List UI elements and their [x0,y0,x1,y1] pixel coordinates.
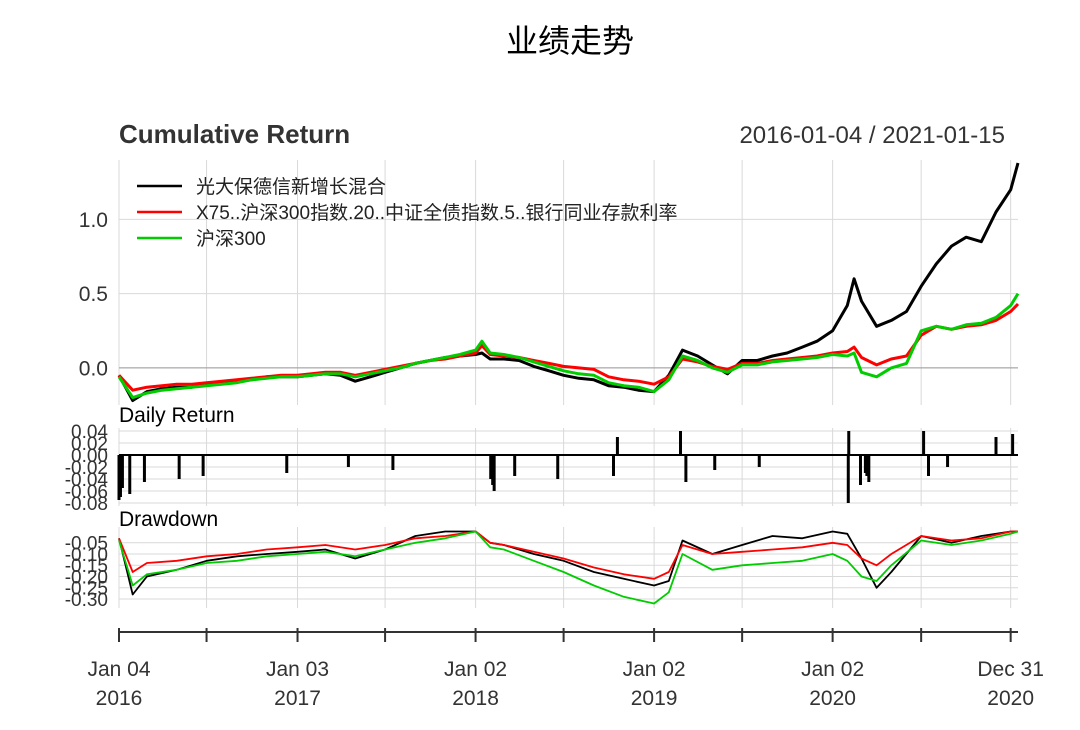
daily-ytick-label: 0.04 [71,422,108,443]
drawdown-ytick-label: -0.15 [65,556,108,577]
legend-label-csi300: 沪深300 [196,228,266,250]
cumret-ytick-label: 0.5 [79,283,108,306]
cumulative-return-lines [117,162,1020,402]
drawdown-ytick-label: -0.20 [65,567,108,588]
x-tick-label-date: Jan 03 [266,658,329,681]
drawdown-ytick-label: -0.25 [65,579,108,600]
x-tick-label-year: 2018 [452,687,499,710]
drawdown-ytick-label: -0.10 [65,545,108,566]
cumret-line-0 [117,162,1020,402]
cumulative-return-y-axis: 0.0 0.5 1.0 [79,209,108,380]
x-tick-label-date: Jan 02 [801,658,864,681]
daily-ytick-label: -0.06 [65,482,108,503]
x-tick-label-year: 2020 [809,687,856,710]
x-tick-label-date: Dec 31 [977,658,1044,681]
x-tick-label-date: Jan 02 [444,658,507,681]
cumret-line-2 [117,292,1020,400]
daily-ytick-label: -0.04 [65,470,109,491]
drawdown-grid [118,527,1018,608]
drawdown-line-1 [118,530,1018,580]
daily-return-bars [117,431,1018,503]
x-tick-label-year: 2020 [987,687,1034,710]
legend-label-benchmark: X75..沪深300指数.20..中证全债指数.5..银行同业存款利率 [196,202,677,224]
x-tick-label-date: Jan 04 [87,658,150,681]
x-tick-label-year: 2017 [274,687,321,710]
x-axis: Jan 04 2016 Jan 03 2017 Jan 02 2018 Jan 02 2019… [87,628,1044,710]
daily-ytick-label: 0.00 [71,446,108,467]
drawdown-y-axis: -0.05-0.10-0.15-0.20-0.25-0.30 [65,534,108,611]
x-tick-label-year: 2019 [631,687,678,710]
legend-label-fund: 光大保德信新增长混合 [196,176,386,198]
daily-return-title: Daily Return [119,404,235,427]
cumret-ytick-label: 1.0 [79,209,108,232]
x-tick-label-date: Jan 02 [623,658,686,681]
daily-return-y-axis: -0.08-0.06-0.04-0.020.000.020.04 [65,422,109,515]
legend: 光大保德信新增长混合 X75..沪深300指数.20..中证全债指数.5..银行… [137,176,677,250]
page-title: 业绩走势 [506,23,634,59]
cumulative-return-title: Cumulative Return [119,119,350,149]
drawdown-ytick-label: -0.30 [65,590,108,611]
drawdown-ytick-label: -0.05 [65,534,108,555]
daily-ytick-label: 0.02 [71,434,108,455]
daily-return-grid [118,428,1018,506]
daily-ytick-label: -0.02 [65,458,108,479]
daily-ytick-label: -0.08 [65,494,108,515]
drawdown-lines [118,530,1019,605]
drawdown-line-0 [118,530,1018,596]
x-tick-label-year: 2016 [96,687,143,710]
date-range-label: 2016-01-04 / 2021-01-15 [739,122,1005,149]
drawdown-line-2 [118,530,1019,605]
cumulative-return-grid [118,160,1018,405]
cumret-ytick-label: 0.0 [79,357,108,380]
drawdown-title: Drawdown [119,508,218,531]
